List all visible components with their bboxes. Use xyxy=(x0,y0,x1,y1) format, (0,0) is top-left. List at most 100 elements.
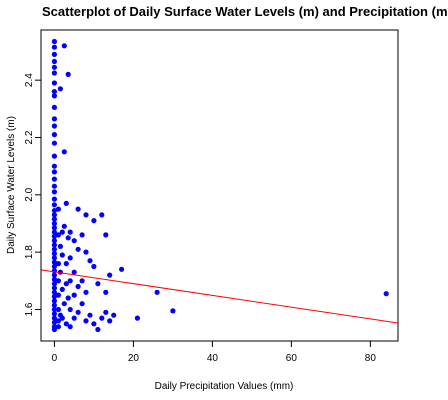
data-point xyxy=(87,312,93,318)
data-point xyxy=(51,202,58,208)
data-point xyxy=(51,58,58,65)
y-tick-label: 1.6 xyxy=(24,302,35,316)
y-tick-label: 1.8 xyxy=(24,245,35,259)
data-point xyxy=(51,255,58,261)
x-tick-label: 80 xyxy=(365,353,377,364)
x-axis-label: Daily Precipitation Values (mm) xyxy=(155,381,294,392)
data-point xyxy=(67,306,73,313)
data-point xyxy=(51,289,58,295)
data-point xyxy=(65,235,71,241)
data-point xyxy=(51,93,58,99)
data-point xyxy=(51,272,58,278)
data-point xyxy=(61,223,67,229)
data-point xyxy=(63,281,69,287)
data-point xyxy=(51,163,58,169)
data-point xyxy=(51,233,58,239)
data-point xyxy=(57,269,64,275)
data-point xyxy=(134,315,140,321)
data-point xyxy=(57,243,64,249)
x-tick-label: 0 xyxy=(52,353,58,364)
data-point xyxy=(75,206,81,212)
data-point xyxy=(67,229,73,235)
data-point xyxy=(51,263,58,270)
data-point xyxy=(51,208,58,214)
data-point xyxy=(51,44,58,50)
data-point xyxy=(51,326,58,333)
data-point xyxy=(51,319,58,325)
data-point xyxy=(103,289,109,295)
data-point xyxy=(55,324,62,330)
data-points xyxy=(51,38,389,333)
data-point xyxy=(51,285,58,291)
data-point xyxy=(51,302,58,308)
data-point xyxy=(79,232,85,238)
data-point xyxy=(71,238,77,244)
data-point xyxy=(51,153,58,159)
data-point xyxy=(99,315,105,321)
data-point xyxy=(103,232,109,238)
data-point xyxy=(83,249,89,255)
data-point xyxy=(95,326,101,333)
data-point xyxy=(75,309,81,315)
data-point xyxy=(51,104,58,110)
data-point xyxy=(51,196,58,202)
y-axis-label: Daily Surface Water Levels (m) xyxy=(6,116,17,254)
data-point xyxy=(61,43,67,49)
data-point xyxy=(51,225,58,231)
data-point xyxy=(51,281,58,287)
data-point xyxy=(83,289,89,295)
data-point xyxy=(63,261,69,267)
data-point xyxy=(83,212,89,218)
data-point xyxy=(65,71,71,77)
y-tick-label: 2.2 xyxy=(24,130,35,144)
data-point xyxy=(154,289,160,295)
data-point xyxy=(91,263,97,270)
data-point xyxy=(51,242,58,248)
data-point xyxy=(61,301,67,307)
data-point xyxy=(59,315,65,321)
data-point xyxy=(51,116,58,122)
data-point xyxy=(83,318,89,324)
data-point xyxy=(51,306,58,313)
data-point xyxy=(63,200,69,206)
data-point xyxy=(51,276,58,282)
data-point xyxy=(71,269,77,275)
data-point xyxy=(75,246,81,252)
data-point xyxy=(51,51,58,58)
plot-frame xyxy=(40,29,399,342)
data-point xyxy=(51,38,58,45)
data-point xyxy=(59,252,65,258)
data-point xyxy=(119,266,125,272)
data-point xyxy=(67,278,73,284)
data-point xyxy=(51,229,58,235)
data-point xyxy=(55,232,62,238)
data-point xyxy=(51,70,58,76)
data-point xyxy=(75,283,81,290)
data-point xyxy=(87,258,93,264)
data-point xyxy=(170,308,176,314)
data-point xyxy=(51,183,58,189)
data-point xyxy=(107,272,113,278)
data-point xyxy=(55,292,62,298)
data-point xyxy=(111,312,117,318)
data-point xyxy=(107,318,113,324)
data-point xyxy=(51,140,58,146)
data-point xyxy=(51,216,58,222)
x-tick-label: 20 xyxy=(128,353,140,364)
x-tick-label: 40 xyxy=(207,353,219,364)
data-point xyxy=(51,259,58,265)
data-point xyxy=(55,306,62,313)
data-point xyxy=(63,321,69,327)
data-point xyxy=(51,123,58,129)
data-point xyxy=(91,321,97,327)
data-point xyxy=(55,261,62,267)
y-tick-label: 2.4 xyxy=(24,73,35,87)
data-point xyxy=(51,298,58,304)
data-point xyxy=(51,246,58,252)
data-point xyxy=(55,206,62,212)
data-point xyxy=(67,255,73,261)
data-point xyxy=(95,281,101,287)
data-point xyxy=(71,292,77,298)
data-point xyxy=(51,251,58,257)
